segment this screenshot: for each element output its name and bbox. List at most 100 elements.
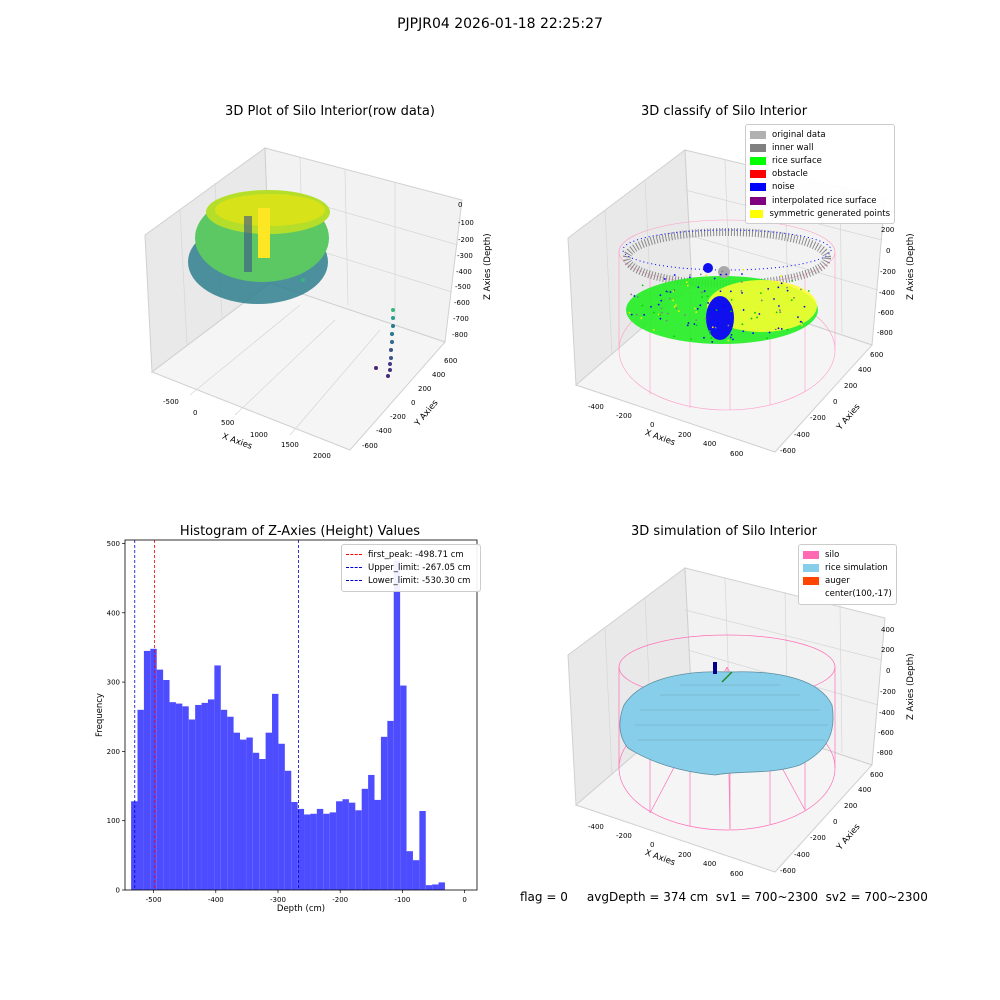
panel2-scatter-point [675,307,678,310]
panel2-scatter-point [777,327,780,330]
panel4-3d-plot: -400 -200 0 200 400 600 -600 -400 -200 0… [567,567,916,878]
panel1-stray-point [389,348,393,352]
histogram-bar [188,719,196,890]
panel2-scatter-point [791,279,793,282]
panel2-scatter-point [719,273,722,276]
panel2-scatter-point [734,327,736,330]
panel2-inner-wall [623,228,831,288]
panel2-scatter-point [742,330,745,333]
panel4-center-marker [721,671,733,683]
panel2-scatter-point [686,324,689,327]
histogram-bar [355,810,362,890]
histogram-bar [227,716,234,890]
histogram-bar [393,560,401,890]
panel2-scatter-point [740,281,743,283]
histogram-xlabel: Depth (cm) [277,904,325,914]
panel2-scatter-point [659,314,661,317]
panel2-scatter-point [672,290,675,292]
panel4-xtick: 600 [730,870,743,878]
panel2-xlabel: X Axies [644,428,677,448]
legend-entry-interpolated: interpolated rice surface [750,194,890,207]
panel1-point-cloud-center [244,216,252,272]
panel2-scatter-point [773,298,775,300]
histogram-x-tick-label: -500 [146,896,162,904]
panel2-scatter-point [741,323,744,326]
panel2-scatter-point [640,317,643,319]
panel4-ztick: -600 [878,729,894,737]
histogram-bars [131,560,445,890]
panel1-ztick: -200 [458,236,474,244]
panel2-scatter-point [797,316,799,319]
panel1-stray-point [391,316,395,320]
panel2-xtick: -400 [588,403,604,411]
panel2-scatter-point [742,309,745,311]
panel1-ytick: -200 [390,413,406,421]
histogram-bar [348,802,356,890]
legend-entry-rice-simulation: rice simulation [803,561,892,574]
panel4-ytick: -200 [810,834,826,842]
legend-swatch [803,563,819,572]
panel2-scatter-point [659,317,662,320]
legend-entry-symmetric: symmetric generated points [750,207,890,220]
panel2-scatter-point [628,311,631,314]
panel2-scatter-point [714,326,717,329]
panel2-scatter-point [683,314,686,317]
panel4-zlabel: Z Axies (Depth) [906,653,916,720]
panel2-xtick: -200 [616,412,632,420]
histogram-bar [342,799,349,890]
panel2-scatter-point [730,298,733,301]
panel2-ztick: -400 [879,289,895,297]
panel4-xtick: 200 [678,851,691,859]
panel1-zlabel: Z Axies (Depth) [483,233,493,300]
panel2-scatter-point [756,316,759,319]
histogram-bar [380,736,388,890]
panel2-scatter-point [786,286,788,289]
histogram-y-tick-label: 400 [107,609,120,617]
panel4-ztick: -800 [877,749,893,757]
panel2-scatter-point [722,305,725,307]
panel2-scatter-point [779,311,782,314]
panel1-ytick: 0 [411,399,415,407]
histogram-x-tick-label: 0 [462,896,466,904]
panel2-scatter-point [668,297,671,300]
panel2-scatter-point [688,276,691,279]
panel2-scatter-point [775,311,778,314]
panel2-xtick: 600 [730,450,743,458]
panel2-scatter-point [657,313,660,316]
panel1-stray-point [391,308,395,312]
histogram-bar [438,882,445,890]
histogram-y-tick-label: 100 [107,817,120,825]
panel2-scatter-point [807,290,810,292]
panel1-ztick: -100 [458,219,474,227]
panel4-ztick: -400 [879,709,895,717]
panel4-ytick: 400 [858,786,871,794]
histogram-bar [425,885,433,890]
panel2-scatter-point [675,304,677,307]
panel2-scatter-point [635,313,638,316]
panel2-scatter-point [741,292,743,294]
panel2-scatter-point [672,299,675,302]
legend-entry-upper-limit: Upper_limit: -267.05 cm [346,561,476,574]
histogram-bar [201,702,208,890]
panel2-scatter-point [708,308,710,311]
legend-swatch [803,550,819,559]
panel1-stray-point [388,362,392,366]
panel2-scatter-point [729,336,732,339]
panel2-scatter-point [709,332,711,335]
panel2-scatter-point [768,331,771,334]
histogram-bar [137,709,144,890]
panel2-scatter-point [778,305,780,307]
panel2-scatter-point [713,277,716,280]
histogram-x-tick-label: -400 [208,896,224,904]
legend-entry-noise: noise [750,181,890,194]
panel2-scatter-point [741,273,743,275]
panel4-xtick: 0 [650,841,654,849]
panel2-scatter-point [767,321,769,324]
panel2-scatter-point [696,307,699,310]
panel2-scatter-point [778,309,781,312]
panel2-scatter-point [701,296,704,299]
panel2-scatter-point [660,299,663,302]
panel2-scatter-point [690,338,693,340]
panel2-scatter-point [657,303,660,306]
